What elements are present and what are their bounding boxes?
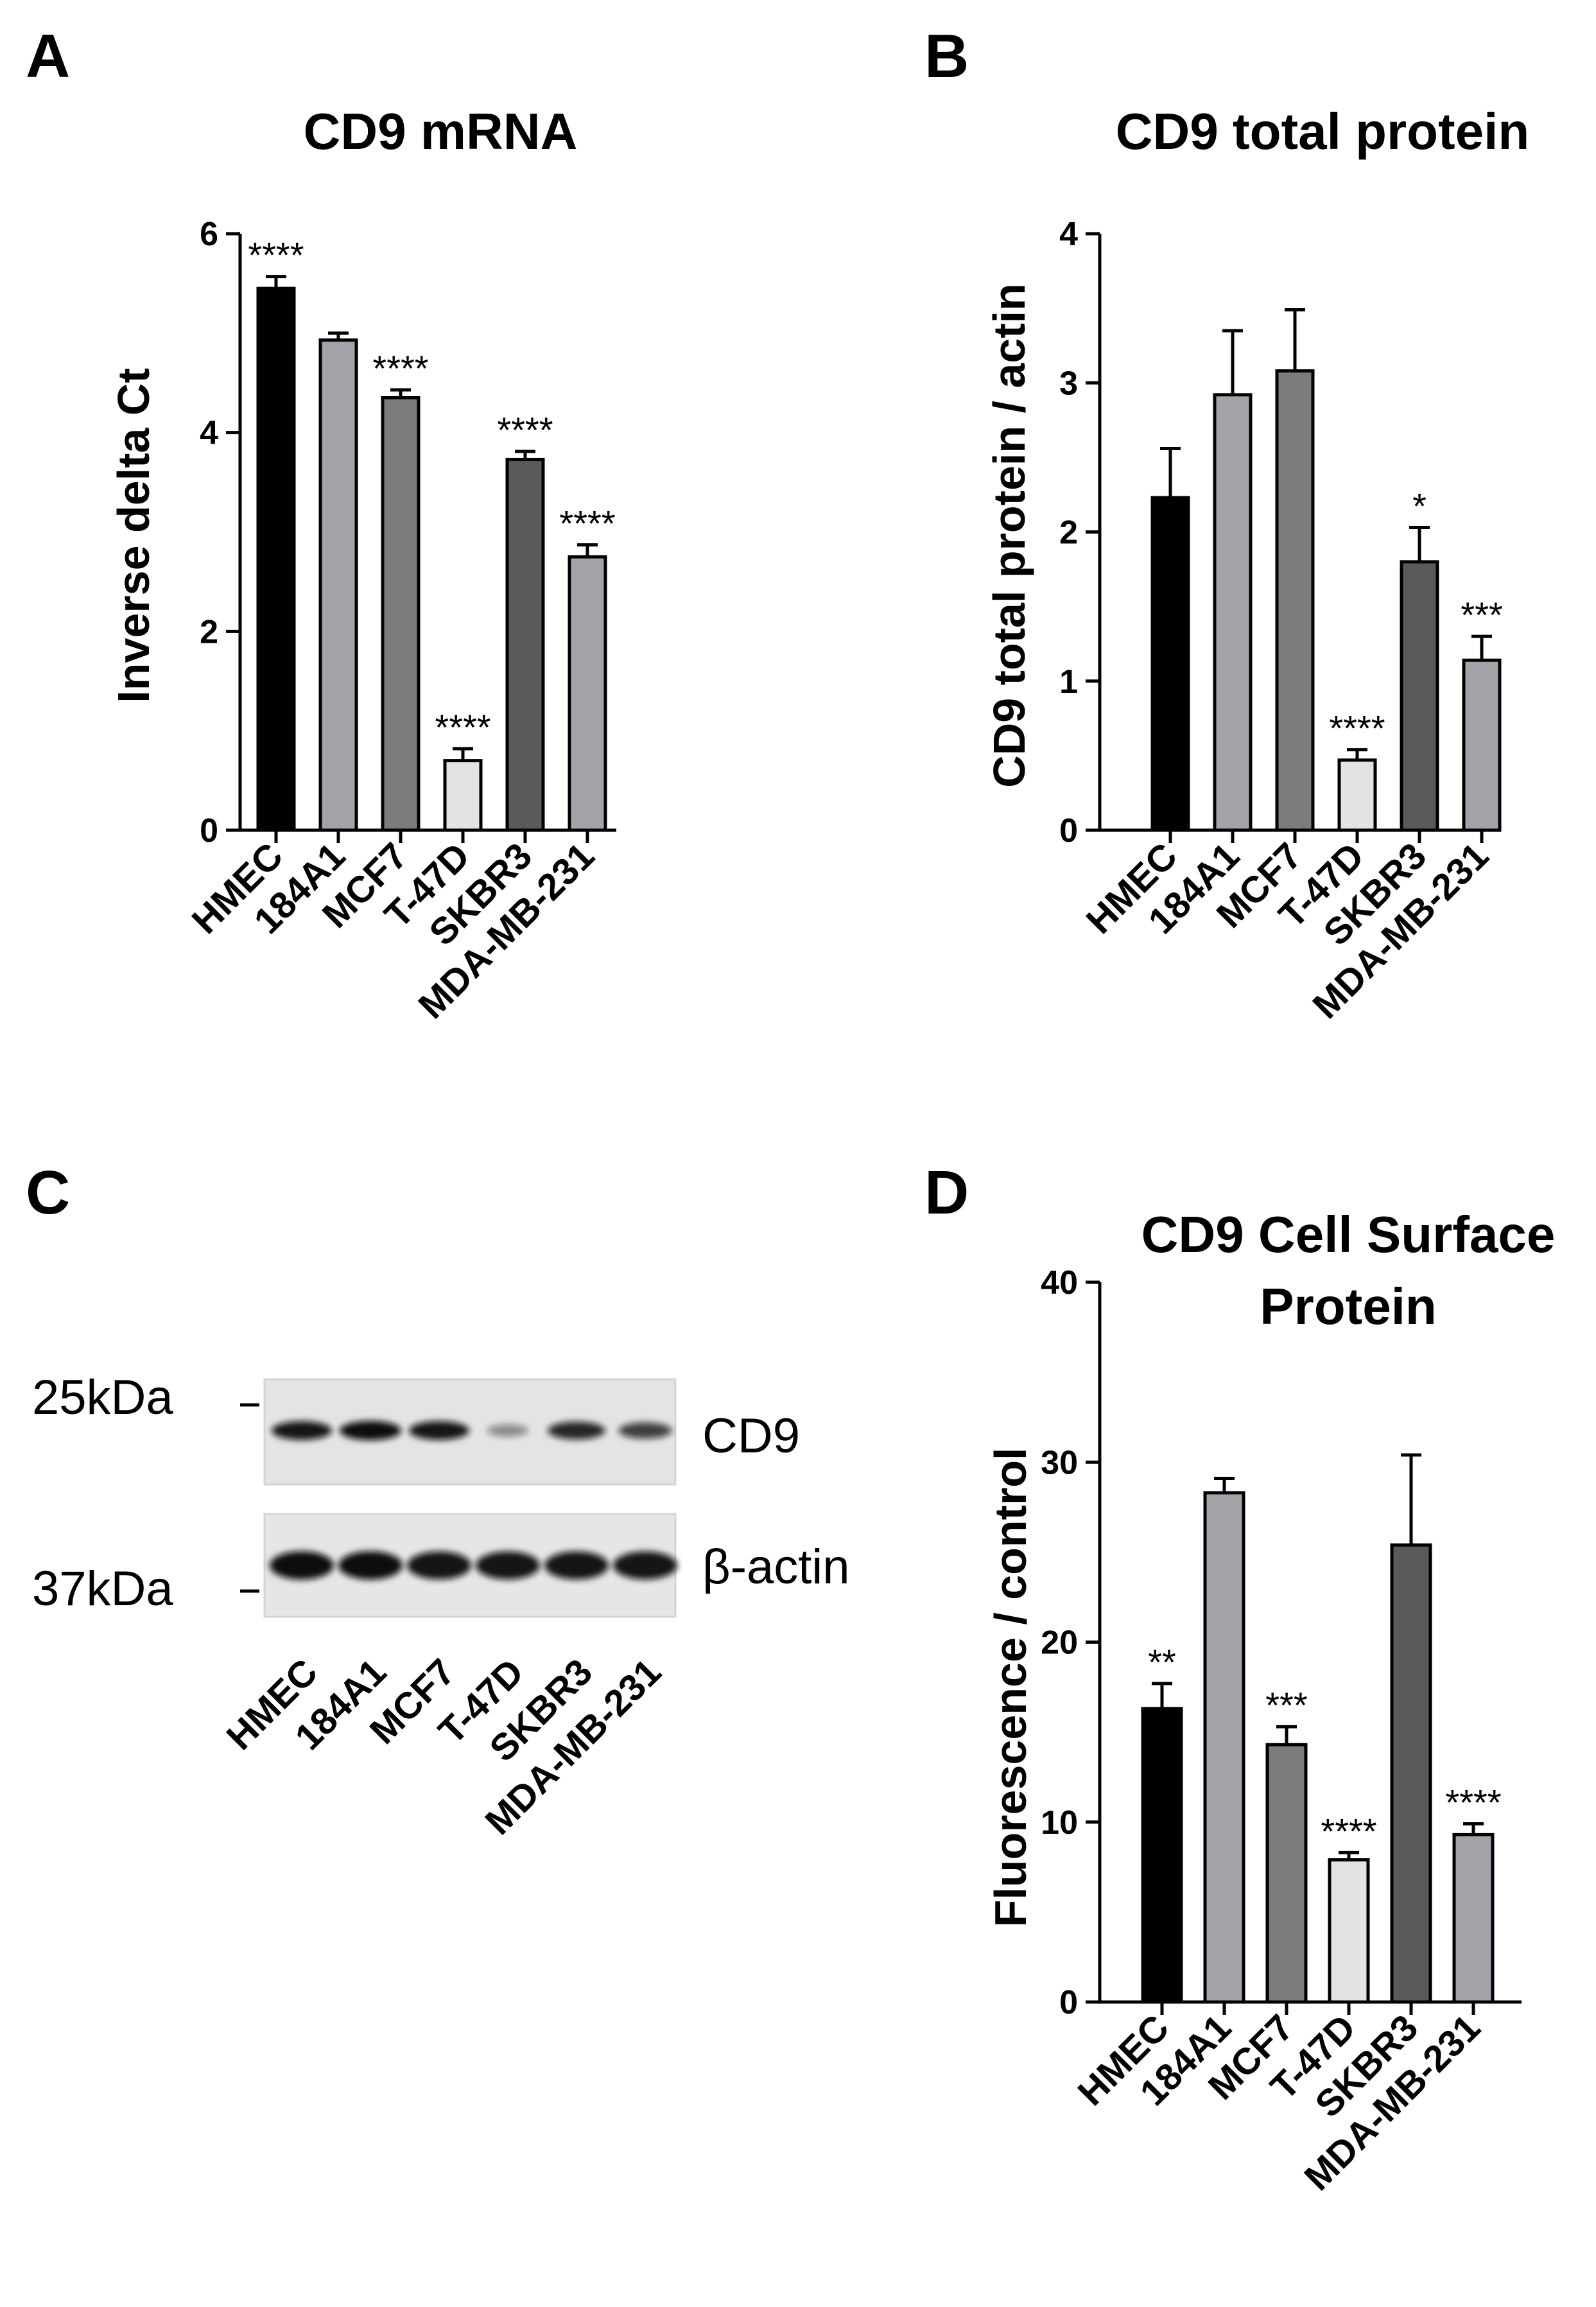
bar — [1213, 393, 1253, 832]
marker-label-25kda: 25kDa — [32, 1370, 173, 1425]
bar — [381, 396, 421, 832]
y-tick-label: 2 — [200, 613, 218, 650]
actin-band — [270, 1551, 334, 1580]
y-tick-label: 4 — [200, 415, 218, 452]
cd9-band — [487, 1424, 528, 1437]
y-tick-label: 2 — [1059, 514, 1078, 552]
y-tick-label: 0 — [1059, 1984, 1078, 2021]
bar — [1275, 369, 1315, 832]
y-axis-label: Inverse delta Ct — [108, 368, 159, 702]
cd9-band — [272, 1421, 332, 1440]
panel-letter-c: C — [26, 1158, 70, 1227]
y-tick-label: 4 — [1059, 216, 1078, 253]
bar — [1400, 560, 1439, 832]
bar — [1337, 758, 1377, 832]
actin-band — [544, 1551, 609, 1580]
band-label-beta-actin: β-actin — [702, 1540, 850, 1594]
bar — [256, 286, 296, 832]
chart-title: CD9 total protein — [1116, 103, 1529, 160]
significance-label: **** — [1329, 708, 1385, 749]
significance-label: **** — [372, 348, 428, 388]
y-axis-label: CD9 total protein / actin — [984, 283, 1034, 788]
significance-label: **** — [1445, 1782, 1501, 1823]
bar — [1141, 1707, 1183, 2004]
y-tick-label: 10 — [1041, 1804, 1078, 1841]
y-tick-label: 1 — [1059, 663, 1078, 701]
chart-cd9-mrna: CD9 mRNA Inverse delta Ct 0246****HMEC18… — [108, 103, 616, 1027]
significance-label: **** — [1321, 1811, 1376, 1851]
bar — [1452, 1833, 1495, 2004]
bar — [1203, 1491, 1245, 2004]
western-blot: 25kDa 37kDa CD9 β-actin HMEC184A1MCF7T-4… — [32, 1370, 850, 1843]
significance-label: **** — [435, 707, 490, 747]
blot-strip-cd9 — [263, 1378, 677, 1486]
y-tick-label: 30 — [1041, 1444, 1078, 1481]
significance-label: **** — [497, 410, 553, 450]
actin-band — [407, 1551, 471, 1580]
chart-title-line-2: Protein — [1260, 1278, 1437, 1335]
panel-letter-a: A — [26, 22, 70, 91]
bar — [1390, 1543, 1432, 2004]
significance-label: * — [1412, 486, 1427, 527]
cd9-band — [618, 1422, 672, 1439]
significance-label: *** — [1461, 595, 1502, 635]
y-axis-label: Fluorescence / control — [985, 1448, 1036, 1928]
band-label-cd9: CD9 — [702, 1409, 800, 1463]
chart-cd9-cell-surface-protein: CD9 Cell Surface Protein Fluorescence / … — [985, 1206, 1555, 2198]
cd9-band — [548, 1422, 605, 1440]
y-tick-label: 6 — [200, 216, 218, 253]
actin-band — [613, 1551, 677, 1580]
significance-label: *** — [1265, 1685, 1307, 1725]
y-tick-label: 20 — [1041, 1624, 1078, 1662]
significance-label: ** — [1148, 1642, 1176, 1682]
actin-band — [476, 1551, 540, 1580]
significance-label: **** — [559, 503, 615, 544]
bar — [1328, 1858, 1370, 2004]
marker-label-37kda: 37kDa — [32, 1562, 173, 1616]
actin-band — [338, 1551, 403, 1580]
significance-label: **** — [248, 235, 304, 275]
bar — [505, 457, 545, 832]
bar — [318, 338, 358, 832]
bar — [1150, 496, 1190, 832]
panel-letter-b: B — [924, 22, 969, 91]
y-tick-label: 40 — [1041, 1264, 1078, 1301]
bar — [1462, 658, 1502, 832]
y-tick-label: 0 — [200, 812, 218, 849]
bar — [1265, 1743, 1308, 2004]
panel-letter-d: D — [924, 1158, 969, 1227]
y-tick-label: 0 — [1059, 812, 1078, 849]
chart-title-line-1: CD9 Cell Surface — [1141, 1206, 1556, 1263]
chart-cd9-total-protein: CD9 total protein CD9 total protein / ac… — [984, 103, 1529, 1027]
y-tick-label: 3 — [1059, 365, 1078, 402]
bar — [443, 759, 483, 832]
cd9-band — [340, 1421, 401, 1440]
bar — [568, 555, 607, 832]
cd9-band — [409, 1421, 469, 1440]
chart-title: CD9 mRNA — [304, 103, 578, 160]
